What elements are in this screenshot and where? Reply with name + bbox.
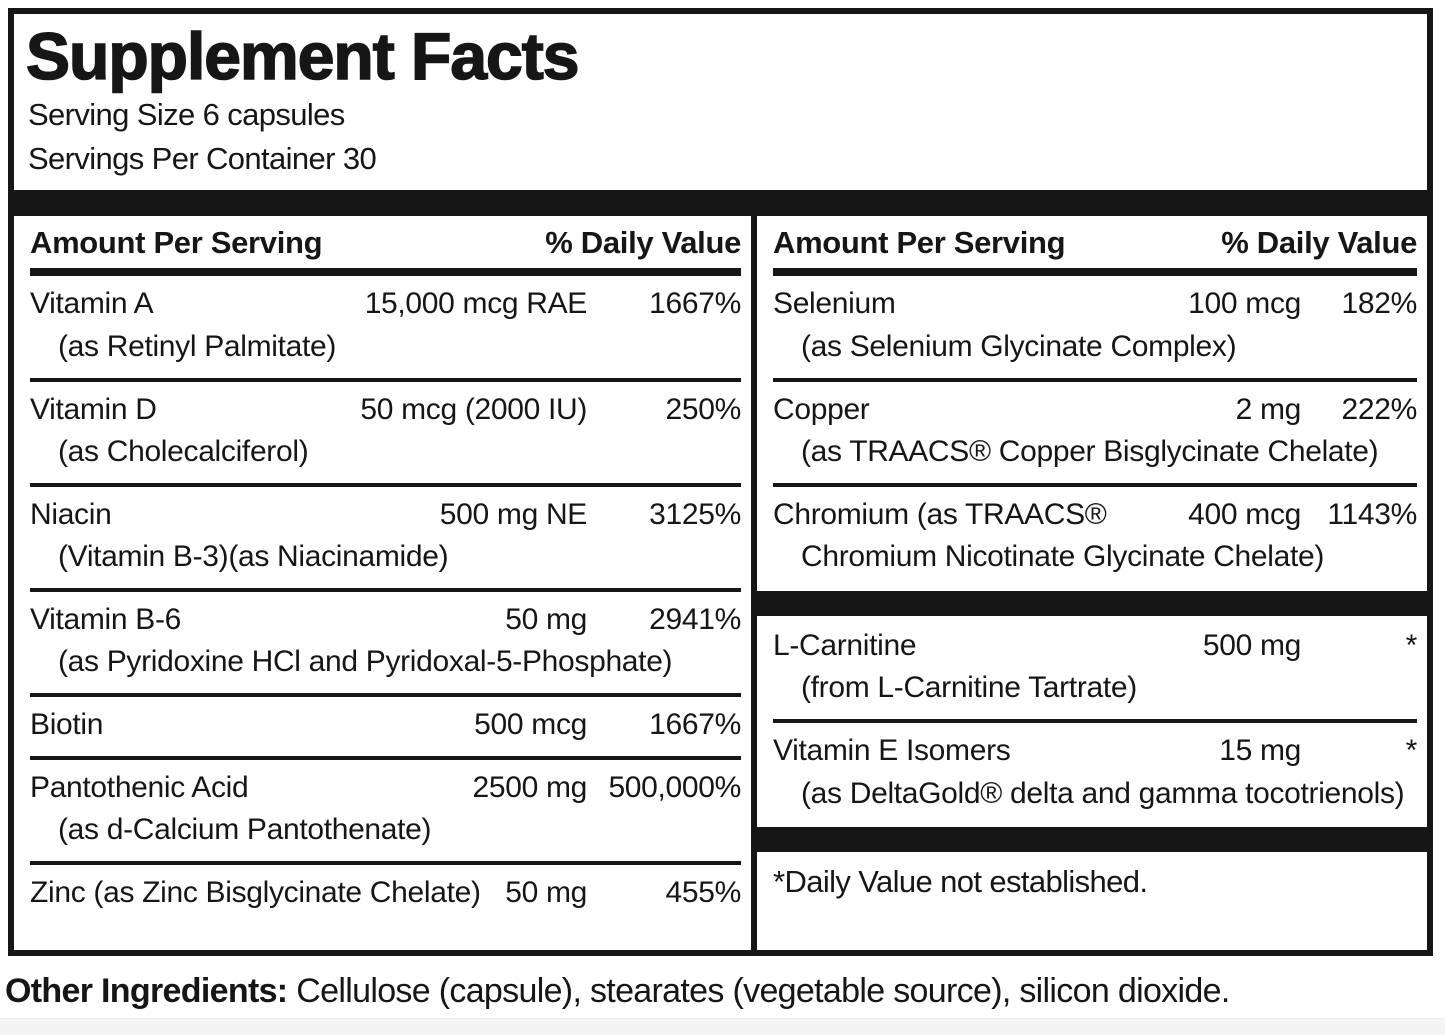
other-ingredients: Other Ingredients: Cellulose (capsule), … (5, 972, 1230, 1011)
other-ingredients-label: Other Ingredients: (5, 972, 288, 1010)
nutrient-amount: 500 mg NE (439, 497, 588, 531)
nutrient-amount: 400 mcg (1188, 497, 1301, 531)
nutrient-daily-value: 1143% (1327, 497, 1417, 531)
nutrient-name: Vitamin E Isomers (773, 734, 1011, 768)
nutrient-amount: 500 mg (1202, 628, 1301, 662)
label-bottom-edge (0, 1018, 1445, 1035)
nutrient-name: L-Carnitine (773, 628, 917, 662)
nutrient-row: Chromium (as TRAACS® 400 mcg 1143% Chromium… (773, 487, 1417, 588)
nutrient-name: Niacin (30, 497, 112, 531)
nutrient-rows-right: Selenium 100 mcg 182% (as Selenium Glycinat… (757, 276, 1427, 853)
nutrient-daily-value: 455% (665, 875, 742, 909)
nutrient-name: Vitamin A (30, 287, 154, 321)
nutrient-main-line: Biotin 500 mcg 1667% (30, 704, 741, 747)
facts-column-right: Amount Per Serving % Daily Value Seleniu… (757, 216, 1427, 950)
other-ingredients-text: Cellulose (capsule), stearates (vegetabl… (287, 972, 1230, 1010)
nutrient-row: Copper 2 mg 222% (as TRAACS® Copper Bisglyc… (773, 382, 1417, 487)
nutrient-main-line: Copper 2 mg 222% (773, 389, 1417, 432)
nutrient-row: Pantothenic Acid 2500 mg 500,000% (as d-Cal… (30, 760, 741, 865)
nutrient-source: (as DeltaGold® delta and gamma tocotrien… (801, 776, 1405, 810)
nutrient-name: Chromium (as TRAACS® (773, 497, 1107, 531)
nutrient-amount: 2500 mg (472, 770, 587, 804)
nutrient-source: (as Retinyl Palmitate) (58, 329, 337, 363)
nutrient-name: Copper (773, 392, 870, 426)
column-divider (751, 216, 757, 950)
nutrient-source: (as Cholecalciferol) (58, 435, 309, 469)
nutrient-source: (as Pyridoxine HCl and Pyridoxal-5-Phosp… (58, 645, 673, 679)
nutrient-source: (as d-Calcium Pantothenate) (58, 813, 432, 847)
nutrient-row: Biotin 500 mcg 1667% (30, 697, 741, 760)
nutrient-name: Selenium (773, 287, 896, 321)
daily-value-label: % Daily Value (1221, 225, 1417, 261)
nutrient-daily-value: 250% (665, 392, 742, 426)
nutrient-daily-value: 1667% (649, 287, 741, 321)
nutrient-row: Zinc (as Zinc Bisglycinate Chelate) 50 mg… (30, 865, 741, 924)
nutrient-main-line: Zinc (as Zinc Bisglycinate Chelate) 50 mg… (30, 872, 741, 915)
nutrient-main-line: Chromium (as TRAACS® 400 mcg 1143% (773, 494, 1417, 537)
servings-per-container: Servings Per Container 30 (28, 141, 377, 177)
nutrient-main-line: Selenium 100 mcg 182% (773, 283, 1417, 326)
amount-per-serving-label: Amount Per Serving (773, 225, 1066, 261)
nutrient-main-line: Vitamin A 15,000 mcg RAE 1667% (30, 283, 741, 326)
nutrient-amount: 500 mcg (474, 708, 587, 742)
nutrient-row: Selenium 100 mcg 182% (as Selenium Glycinat… (773, 276, 1417, 382)
nutrient-daily-value: 2941% (649, 602, 741, 636)
nutrient-daily-value: * (1405, 734, 1418, 768)
nutrient-daily-value: 3125% (649, 497, 741, 531)
nutrient-row: Niacin 500 mg NE 3125% (Vitamin B-3)(as Nia… (30, 487, 741, 592)
supplement-facts-panel: Supplement Facts Serving Size 6 capsules… (8, 8, 1433, 956)
nutrient-row: Vitamin D 50 mcg (2000 IU) 250% (as Choleca… (30, 382, 741, 487)
section-divider-bar (757, 827, 1427, 853)
nutrient-daily-value: * (1405, 628, 1418, 662)
nutrient-row: L-Carnitine 500 mg * (from L-Carnitine Tart… (773, 618, 1417, 724)
header-divider-bar (14, 190, 1427, 217)
nutrient-main-line: Vitamin E Isomers 15 mg * (773, 730, 1417, 773)
nutrient-amount: 15,000 mcg RAE (364, 287, 588, 321)
facts-columns: Amount Per Serving % Daily Value Vitamin… (14, 216, 1427, 950)
panel-title: Supplement Facts (25, 19, 580, 93)
nutrient-name: Biotin (30, 708, 104, 742)
nutrient-source: (Vitamin B-3)(as Niacinamide) (58, 540, 449, 574)
nutrient-source: (as Selenium Glycinate Complex) (801, 329, 1237, 363)
nutrient-row: Vitamin A 15,000 mcg RAE 1667% (as Retinyl … (30, 276, 741, 382)
nutrient-daily-value: 182% (1341, 287, 1418, 321)
nutrient-rows-left: Vitamin A 15,000 mcg RAE 1667% (as Retinyl … (30, 276, 741, 923)
nutrient-amount: 50 mcg (2000 IU) (360, 392, 587, 426)
daily-value-footnote: *Daily Value not established. (773, 864, 1148, 900)
column-header: Amount Per Serving % Daily Value (773, 216, 1417, 277)
nutrient-amount: 15 mg (1219, 734, 1301, 768)
nutrient-name: Pantothenic Acid (30, 770, 249, 804)
nutrient-daily-value: 222% (1341, 392, 1418, 426)
nutrient-main-line: Vitamin D 50 mcg (2000 IU) 250% (30, 389, 741, 432)
nutrient-amount: 50 mg (505, 875, 587, 909)
nutrient-daily-value: 1667% (649, 708, 741, 742)
serving-size: Serving Size 6 capsules (28, 97, 345, 133)
daily-value-label: % Daily Value (545, 225, 741, 261)
column-header: Amount Per Serving % Daily Value (30, 216, 741, 277)
nutrient-amount: 2 mg (1235, 392, 1302, 426)
nutrient-daily-value: 500,000% (608, 770, 741, 804)
section-divider-bar (757, 590, 1427, 616)
facts-column-left: Amount Per Serving % Daily Value Vitamin… (14, 216, 751, 950)
nutrient-source: Chromium Nicotinate Glycinate Chelate) (801, 540, 1325, 574)
nutrient-row: Vitamin B-6 50 mg 2941% (as Pyridoxine HCl … (30, 592, 741, 698)
nutrient-name: Vitamin B-6 (30, 602, 181, 636)
nutrient-amount: 100 mcg (1188, 287, 1301, 321)
nutrient-main-line: Vitamin B-6 50 mg 2941% (30, 599, 741, 642)
nutrient-main-line: Niacin 500 mg NE 3125% (30, 494, 741, 537)
nutrient-name: Zinc (as Zinc Bisglycinate Chelate) (30, 875, 481, 909)
amount-per-serving-label: Amount Per Serving (30, 225, 323, 261)
nutrient-main-line: L-Carnitine 500 mg * (773, 625, 1417, 668)
nutrient-main-line: Pantothenic Acid 2500 mg 500,000% (30, 767, 741, 810)
nutrient-source: (from L-Carnitine Tartrate) (801, 671, 1137, 705)
nutrient-source: (as TRAACS® Copper Bisglycinate Chelate) (801, 435, 1379, 469)
nutrient-name: Vitamin D (30, 392, 157, 426)
nutrient-row: Vitamin E Isomers 15 mg * (as DeltaGold® de… (773, 723, 1417, 824)
nutrient-amount: 50 mg (505, 602, 587, 636)
